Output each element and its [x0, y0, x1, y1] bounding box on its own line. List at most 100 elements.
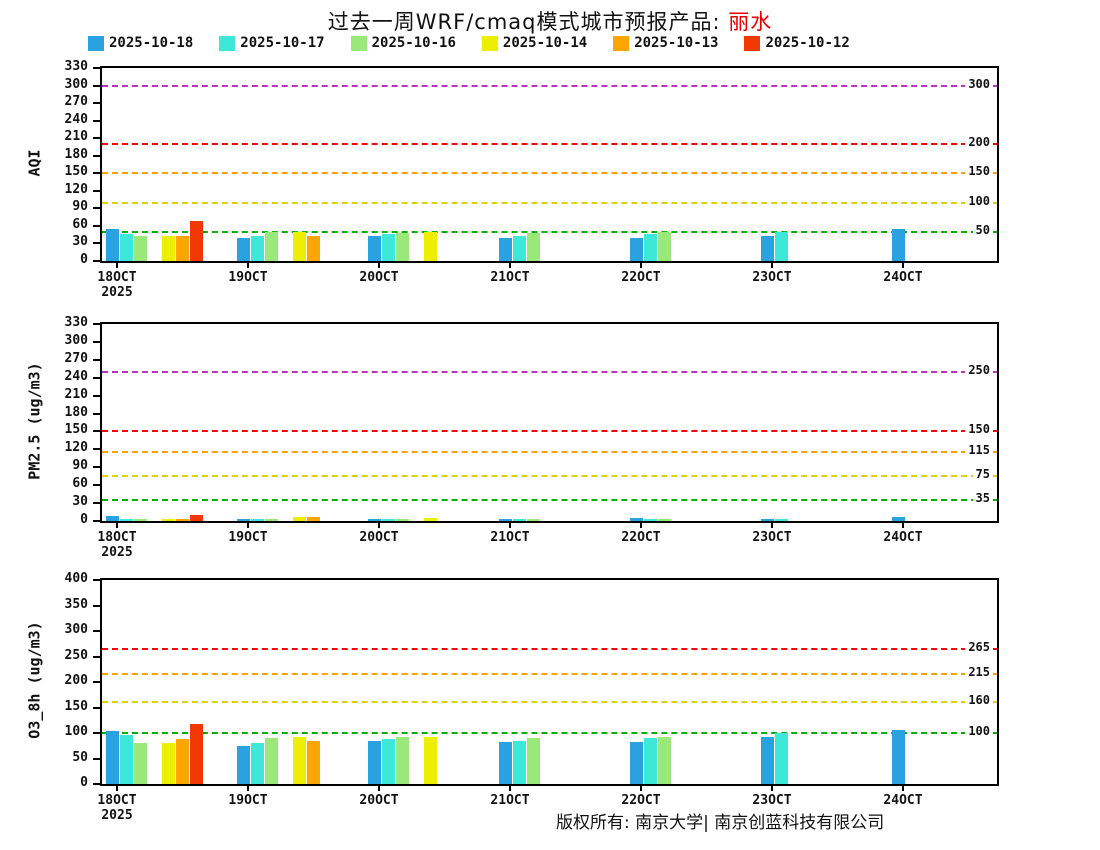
- threshold-line: [102, 143, 997, 146]
- bar: [134, 236, 147, 261]
- y-tick-label: 150: [64, 164, 88, 180]
- bar: [106, 516, 119, 521]
- x-tick-mark: [509, 261, 511, 268]
- bar: [106, 731, 119, 784]
- x-tick-mark: [640, 784, 642, 791]
- threshold-line: [102, 230, 997, 233]
- y-tick-mark: [93, 484, 102, 487]
- y-tick-mark: [93, 394, 102, 397]
- page-title: 过去一周WRF/cmaq模式城市预报产品: 丽水: [0, 6, 1100, 36]
- bar: [499, 519, 512, 521]
- y-tick-label: 150: [64, 422, 88, 438]
- bar: [658, 231, 671, 261]
- x-tick-mark: [771, 261, 773, 268]
- page-title-city: 丽水: [728, 10, 773, 34]
- legend-label: 2025-10-18: [109, 35, 194, 51]
- bar: [307, 740, 320, 784]
- x-tick-label: 23OCT: [752, 793, 792, 808]
- y-tick-label: 30: [72, 234, 88, 250]
- bar: [424, 231, 437, 261]
- x-tick-mark: [247, 521, 249, 528]
- y-tick-label: 0: [80, 775, 88, 790]
- x-tick-label: 20OCT: [359, 270, 399, 285]
- legend-swatch: [88, 35, 104, 51]
- bar: [761, 737, 774, 784]
- x-tick-mark: [640, 261, 642, 268]
- y-tick-mark: [93, 67, 102, 69]
- y-tick-mark: [93, 189, 102, 192]
- bar: [527, 738, 540, 784]
- y-tick-label: 90: [72, 199, 88, 215]
- x-tick-label: 23OCT: [752, 530, 792, 545]
- bar: [162, 519, 175, 521]
- bar: [775, 518, 788, 521]
- y-tick-label: 210: [64, 386, 88, 402]
- y-tick-label: 100: [64, 724, 88, 739]
- y-tick-mark: [93, 502, 102, 505]
- bar: [892, 730, 905, 784]
- legend-swatch: [219, 35, 236, 51]
- bar: [251, 518, 264, 521]
- y-tick-label: 150: [64, 698, 88, 714]
- threshold-line: [102, 84, 997, 87]
- pm25-chart: 0 30 60 90 120 150 180 210 240 270 300 330 35 75 115 15…: [65, 315, 999, 560]
- bar: [382, 234, 395, 261]
- legend-item: 2025-10-12: [744, 35, 850, 51]
- threshold-label: 215: [965, 665, 993, 680]
- y-tick-mark: [93, 323, 102, 325]
- y-tick-mark: [93, 466, 102, 469]
- legend: 2025-10-18 2025-10-17 2025-10-16 2025-10-14…: [88, 35, 850, 51]
- y-tick-mark: [93, 84, 102, 87]
- legend-item: 2025-10-18: [88, 35, 193, 51]
- y-tick-label: 90: [72, 458, 88, 474]
- bar: [293, 231, 306, 261]
- o3-chart: 0 50 100 150 200 250 300 350 400 100 160 215 265 18OC…: [65, 571, 999, 823]
- bar: [644, 518, 657, 521]
- threshold-line: [102, 451, 997, 454]
- bar: [237, 237, 250, 261]
- bar: [382, 519, 395, 521]
- threshold-line: [102, 201, 997, 204]
- y-tick-mark: [93, 681, 102, 683]
- bar: [630, 742, 643, 784]
- x-tick-label: 18OCT: [97, 530, 137, 545]
- y-tick-mark: [93, 655, 102, 658]
- threshold-label: 100: [965, 193, 993, 208]
- threshold-line: [102, 172, 997, 175]
- x-tick-mark: [902, 261, 904, 268]
- y-axis-label: AQI: [22, 66, 48, 259]
- y-tick-label: 0: [80, 252, 88, 267]
- bar: [396, 232, 409, 261]
- bar: [106, 228, 119, 261]
- bar: [424, 518, 437, 521]
- bar: [630, 518, 643, 521]
- x-tick-mark: [640, 521, 642, 528]
- threshold-label: 115: [965, 443, 993, 458]
- bar: [658, 736, 671, 784]
- y-tick-label: 270: [64, 350, 88, 366]
- x-tick-label: 22OCT: [621, 793, 661, 808]
- legend-swatch: [350, 35, 367, 51]
- x-tick-label: 23OCT: [752, 270, 792, 285]
- bar: [120, 234, 133, 261]
- legend-label: 2025-10-12: [765, 35, 850, 51]
- bar: [892, 228, 905, 261]
- bar: [293, 737, 306, 784]
- x-tick-label: 20OCT: [359, 793, 399, 808]
- bar: [424, 736, 437, 784]
- x-tick-year-label: 2025: [101, 545, 133, 560]
- bar: [513, 740, 526, 784]
- y-tick-mark: [93, 732, 102, 734]
- bar: [162, 743, 175, 784]
- y-tick-mark: [93, 102, 102, 105]
- bar: [761, 236, 774, 261]
- bar: [176, 236, 189, 261]
- x-tick-mark: [509, 521, 511, 528]
- bar: [396, 519, 409, 521]
- legend-swatch: [613, 35, 630, 51]
- bar: [176, 519, 189, 521]
- y-tick-mark: [93, 706, 102, 709]
- threshold-label: 300: [965, 76, 993, 91]
- bar: [775, 733, 788, 784]
- bar: [527, 232, 540, 261]
